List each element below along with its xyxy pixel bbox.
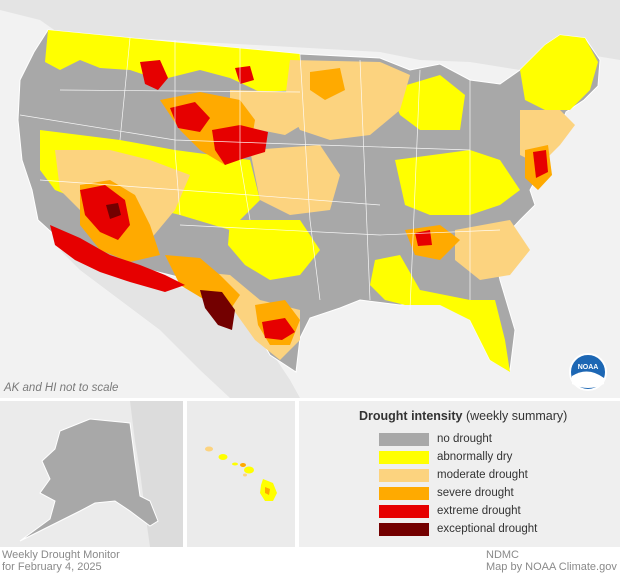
- legend-title-bold: Drought intensity: [359, 409, 463, 423]
- legend-item-abnormally-dry: abnormally dry: [379, 450, 512, 464]
- footer-source: NDMC: [486, 549, 519, 561]
- alaska-shape: [19, 418, 159, 542]
- noaa-logo-text: NOAA: [578, 364, 599, 371]
- legend-swatch: [379, 522, 429, 536]
- hawaii-map-svg: [187, 401, 295, 547]
- canada-landmass-ak: [130, 401, 183, 547]
- footer-date: for February 4, 2025: [2, 561, 102, 573]
- state-boundaries: [19, 37, 501, 311]
- alaska-map-svg: [0, 401, 183, 547]
- footer-title: Weekly Drought Monitor: [2, 549, 120, 561]
- legend-item-moderate-drought: moderate drought: [379, 468, 528, 482]
- mexico-landmass: [60, 250, 300, 398]
- legend-swatch: [379, 486, 429, 500]
- legend-label: extreme drought: [437, 505, 521, 517]
- hawaii-islands: [205, 446, 277, 501]
- footer-credit-left: Weekly Drought Monitor for February 4, 2…: [2, 549, 120, 573]
- extreme-drought-areas: [50, 60, 548, 340]
- hawaii-map: [187, 401, 295, 547]
- legend-item-extreme-drought: extreme drought: [379, 504, 521, 518]
- noaa-logo: NOAA: [569, 353, 607, 391]
- canada-landmass: [0, 0, 620, 70]
- scale-note: AK and HI not to scale: [4, 382, 119, 394]
- legend-label: moderate drought: [437, 469, 528, 481]
- legend-title-rest: (weekly summary): [462, 409, 568, 423]
- legend-label: abnormally dry: [437, 451, 513, 463]
- conus-map-svg: [0, 0, 620, 398]
- exceptional-drought-areas: [106, 203, 235, 330]
- legend-swatch: [379, 468, 429, 482]
- legend-item-exceptional-drought: exceptional drought: [379, 522, 537, 536]
- legend-swatch: [379, 504, 429, 518]
- footer-credit-right: NDMC Map by NOAA Climate.gov: [486, 549, 617, 573]
- legend-label: exceptional drought: [437, 523, 538, 535]
- legend-swatch: [379, 432, 429, 446]
- legend-label: no drought: [437, 433, 492, 445]
- legend-panel: Drought intensity (weekly summary) no dr…: [299, 401, 620, 547]
- legend-label: severe drought: [437, 487, 514, 499]
- footer-map-credit: Map by NOAA Climate.gov: [486, 561, 617, 573]
- alaska-map: [0, 401, 183, 547]
- legend-item-no-drought: no drought: [379, 432, 492, 446]
- legend-item-severe-drought: severe drought: [379, 486, 514, 500]
- legend-title: Drought intensity (weekly summary): [359, 409, 567, 423]
- conus-map: NOAA AK and HI not to scale: [0, 0, 620, 398]
- legend-swatch: [379, 450, 429, 464]
